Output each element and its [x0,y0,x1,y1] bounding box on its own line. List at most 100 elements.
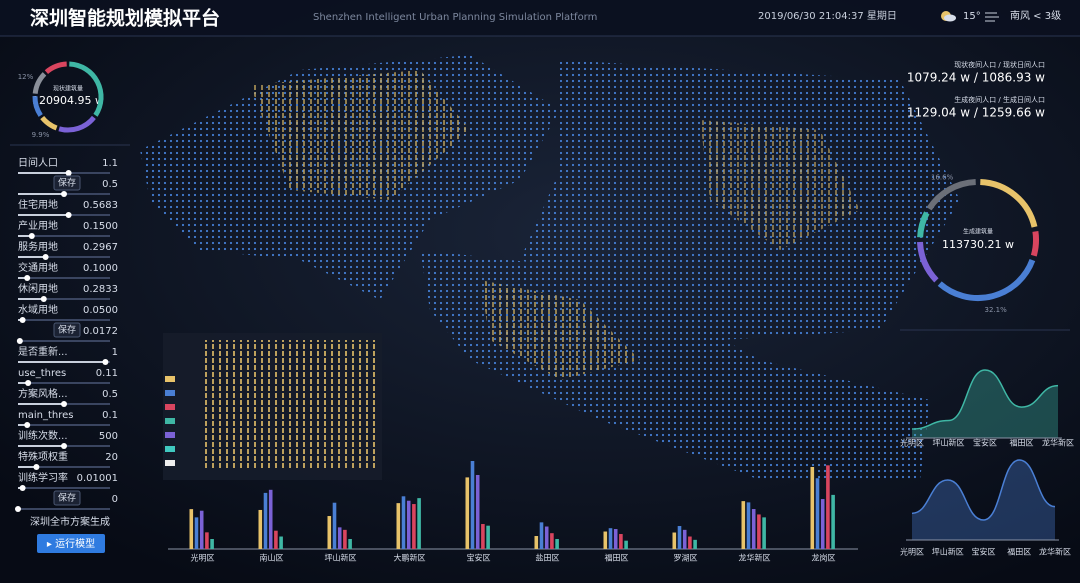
x-tick-label: 福田区 [1010,439,1034,448]
slider-value: 0.1500 [83,221,118,232]
bar [343,529,347,549]
slider-handle[interactable] [16,338,23,344]
map [140,55,960,480]
slider-label: 水域用地 [18,303,58,316]
donut-segment-label: 12% [18,73,34,81]
bar [348,539,352,549]
slider-value: 1 [112,347,118,358]
bar [534,536,539,549]
temperature: 15° [963,11,981,22]
slider-handle[interactable] [33,464,40,470]
bar [486,525,490,549]
area-line [911,369,1059,430]
slider-handle[interactable] [65,212,72,218]
donut-segment [917,241,939,283]
slider-label: 方案风格... [18,387,68,400]
bar [810,466,815,549]
bar [672,532,677,549]
slider-label: 产业用地 [18,219,58,232]
donut-segment-label: 9.9% [32,131,50,139]
header-bar [0,0,1080,36]
save-button[interactable] [53,490,81,506]
x-tick-label: 南山区 [260,553,284,563]
slider-label: 特殊项权重 [18,450,68,463]
donut-segment [58,115,96,133]
slider-handle[interactable] [24,422,31,428]
weather-icon [944,14,956,22]
bar [396,503,401,549]
slider-handle[interactable] [15,506,21,512]
x-tick-label: 龙华新区 [1039,547,1071,557]
x-tick-label: 光明区 [900,547,924,557]
slider-handle[interactable] [24,275,31,281]
donut-segment-label: 32.1% [985,306,1008,314]
bar [677,526,682,549]
slider-handle[interactable] [61,443,67,449]
map-land [250,70,470,200]
slider-handle[interactable] [102,359,109,365]
bar [337,527,342,549]
save-button[interactable] [53,175,81,191]
donut-value: 120904.95 w [32,94,104,107]
slider-label: 训练学习率 [18,471,68,484]
slider-value: 0 [112,494,118,505]
bar [693,539,697,549]
x-tick-label: 坪山新区 [325,553,357,563]
bar [274,530,278,549]
slider-value: 0.1000 [83,263,118,274]
bar [820,499,825,549]
slider-handle[interactable] [61,191,67,197]
donut-segment [69,61,104,117]
bar [619,534,623,549]
donut-segment [937,259,1036,301]
slider-handle[interactable] [65,170,72,176]
bar [412,504,416,549]
bar [189,509,194,549]
bar [194,517,199,549]
slider-label: 休闲用地 [18,282,58,295]
slider-label: 是否重新... [18,345,68,358]
bar [757,514,761,549]
bar [682,529,687,549]
page-subtitle: Shenzhen Intelligent Urban Planning Simu… [313,12,597,23]
map-land [480,280,640,380]
x-tick-label: 福田区 [605,554,629,563]
bar [831,494,835,549]
bar [555,539,559,549]
slider-handle[interactable] [19,485,26,491]
bar [608,528,613,549]
stat-value: 1129.04 w / 1259.66 w [907,106,1045,120]
bar [762,517,766,549]
bar [815,478,820,549]
bar [199,510,204,549]
x-tick-label: 宝安区 [973,438,997,448]
bar [258,509,263,549]
save-button[interactable] [53,322,81,338]
bar [481,524,485,549]
inset-legend-swatch [165,418,175,424]
slider-handle[interactable] [28,233,35,239]
run-button[interactable] [37,534,105,553]
x-tick-label: 龙华新区 [739,553,771,563]
slider-handle[interactable] [42,254,49,260]
stat-label: 生成夜间人口 / 生成日间人口 [954,95,1045,104]
donut-segment [1030,230,1039,257]
datetime: 2019/06/30 21:04:37 星期日 [758,10,897,22]
map-land [700,120,860,250]
slider-handle[interactable] [61,401,67,407]
slider-value: 0.11 [96,368,118,379]
slider-handle[interactable] [25,380,32,386]
slider-label: 训练次数... [18,429,68,442]
x-tick-label: 坪山新区 [933,438,965,448]
slider-label: use_thres [18,368,66,379]
bar [826,465,830,549]
inset-legend-swatch [165,390,175,396]
donut-segment [926,179,976,211]
x-tick-label: 光明区 [191,553,215,563]
save-button-label: 保存 [58,324,76,336]
slider-handle[interactable] [40,296,47,302]
inset-legend-swatch [165,376,175,382]
slider-handle[interactable] [19,317,26,323]
